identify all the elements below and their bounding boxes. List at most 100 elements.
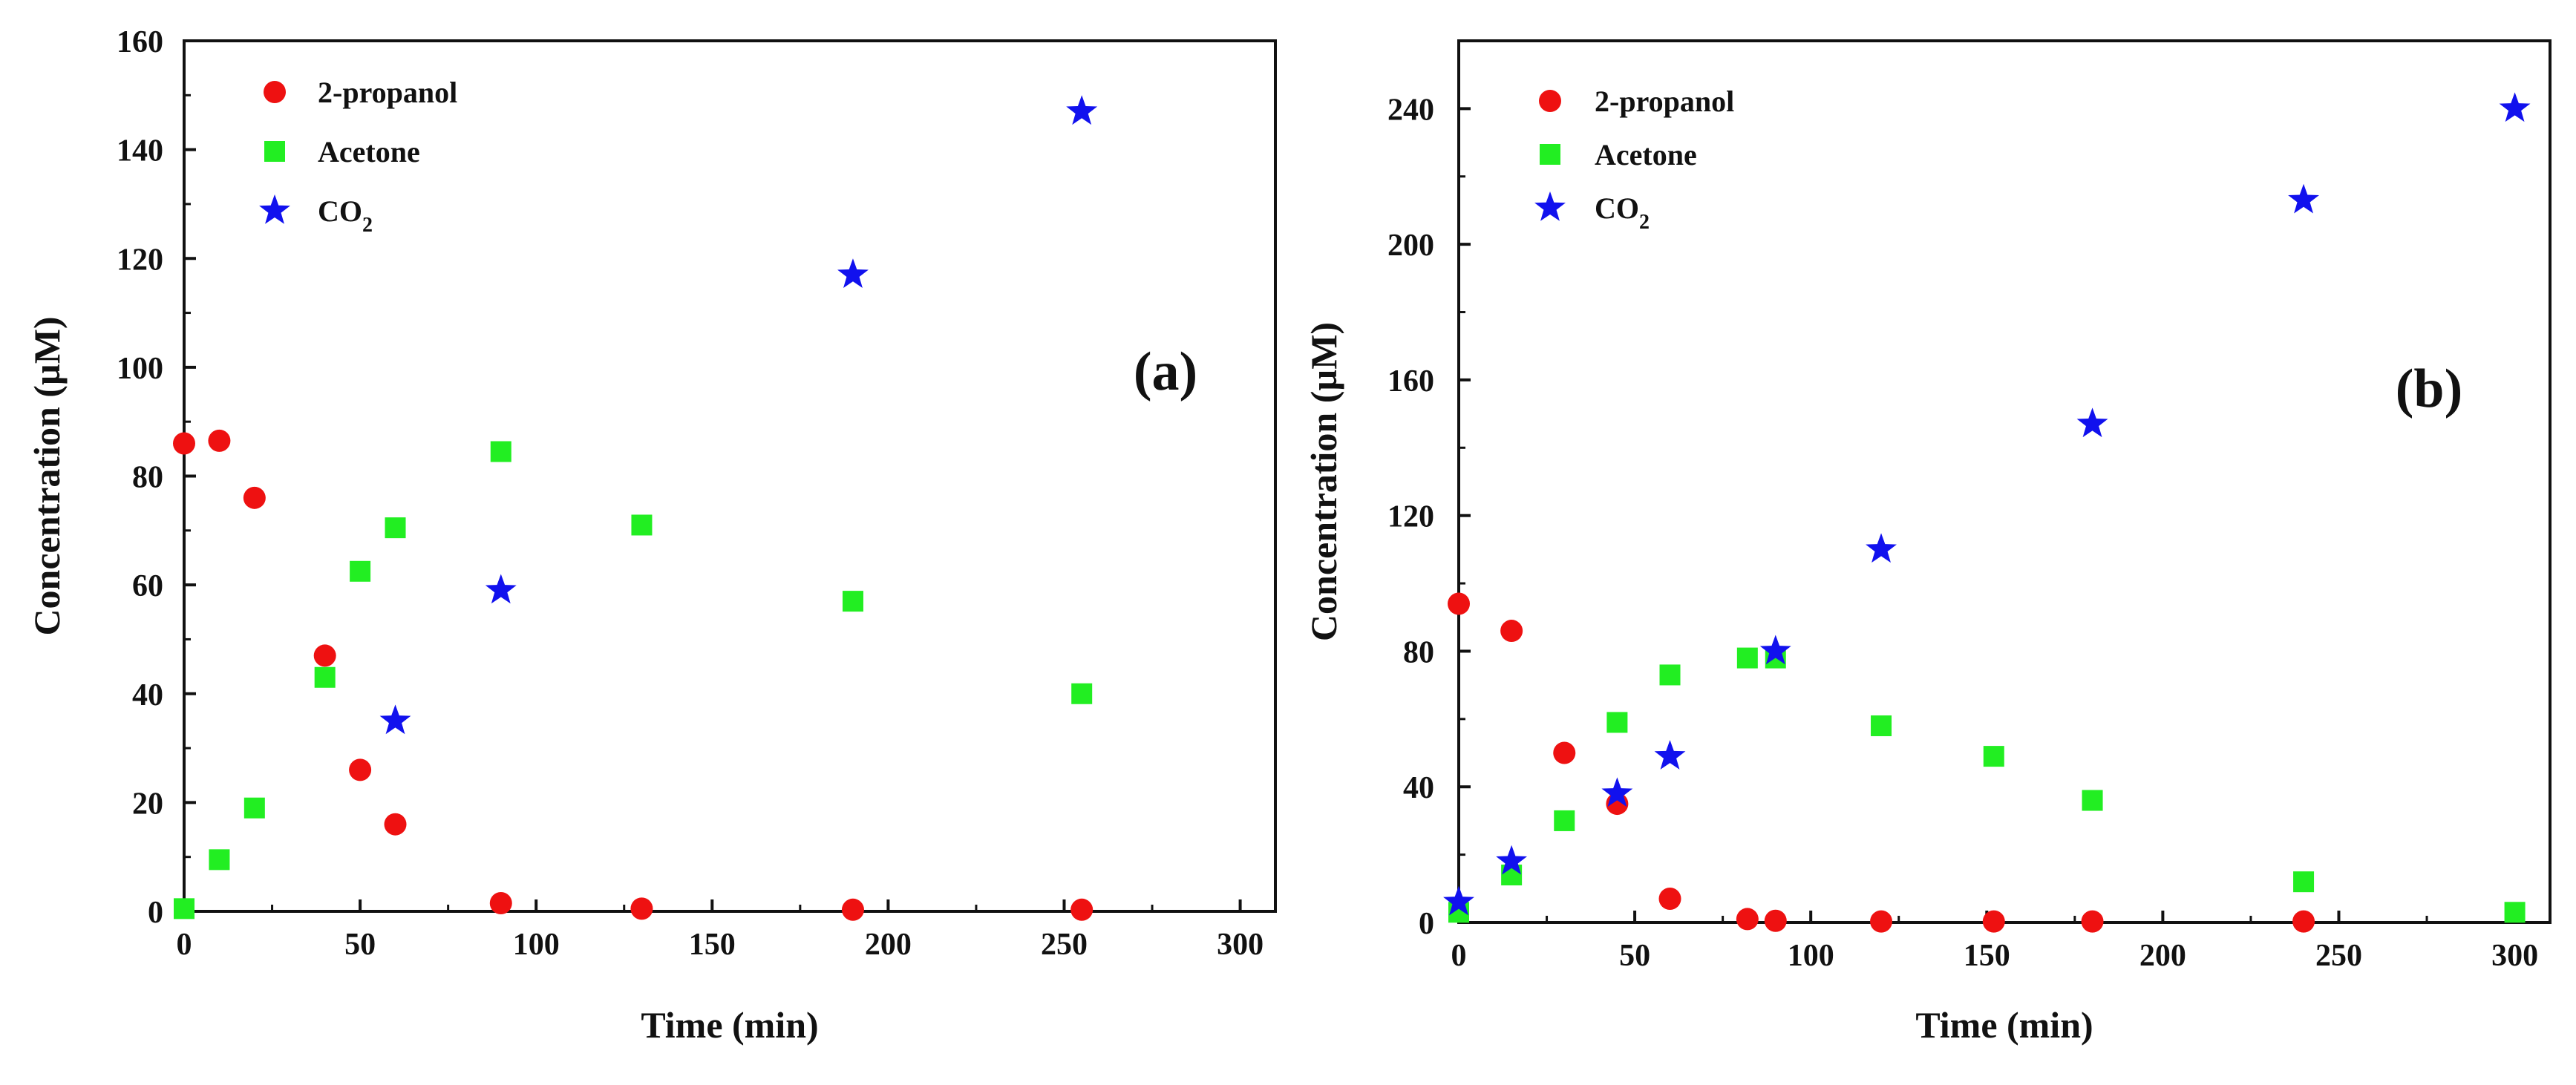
x-tick-label: 50 xyxy=(344,928,376,962)
legend-marker-co2 xyxy=(1534,191,1566,221)
data-point-acetone xyxy=(1983,746,2004,767)
data-point-propanol xyxy=(349,758,372,781)
data-point-propanol xyxy=(630,897,653,920)
data-point-acetone xyxy=(1871,715,1892,736)
data-point-acetone xyxy=(209,849,230,871)
data-point-propanol xyxy=(1553,741,1576,764)
data-point-acetone xyxy=(1736,647,1758,669)
legend-label-subscript: 2 xyxy=(362,214,373,237)
y-tick-label: 20 xyxy=(132,787,163,821)
data-point-co2 xyxy=(2076,407,2108,438)
x-tick-label: 50 xyxy=(1619,939,1650,973)
data-point-co2 xyxy=(2499,92,2531,122)
y-tick-label: 140 xyxy=(117,134,163,168)
data-point-propanol xyxy=(1764,909,1787,932)
x-tick-label: 0 xyxy=(1451,939,1467,973)
data-point-propanol xyxy=(1736,908,1759,931)
y-tick-label: 60 xyxy=(132,569,163,603)
legend-label-subscript: 2 xyxy=(1639,211,1650,234)
series-acetone xyxy=(1448,647,2526,923)
y-tick-label: 240 xyxy=(1387,93,1434,127)
data-point-propanol xyxy=(1500,620,1523,643)
data-point-co2 xyxy=(2288,183,2319,214)
y-axis-title: Concentration (µM) xyxy=(26,316,68,635)
legend-marker-co2 xyxy=(259,194,290,224)
y-tick-label: 120 xyxy=(1387,500,1434,534)
data-point-acetone xyxy=(243,797,265,819)
data-point-propanol xyxy=(1448,592,1470,615)
data-point-propanol xyxy=(2292,910,2315,933)
legend-label-acetone: Acetone xyxy=(318,135,420,168)
x-tick-label: 100 xyxy=(513,928,560,962)
data-point-acetone xyxy=(1606,712,1628,733)
series-propanol xyxy=(173,429,1094,921)
series-propanol xyxy=(1448,592,2315,933)
chart-panel-b: 0 50 100 150 200 250 300 0 40 80 120 160 200 240 Time … xyxy=(1303,39,2552,1046)
x-tick-label: 150 xyxy=(1964,939,2010,973)
data-point-co2 xyxy=(837,258,869,289)
data-point-acetone xyxy=(350,560,371,582)
plot-frame xyxy=(183,39,1277,913)
data-point-co2 xyxy=(1601,777,1633,807)
x-tick-label: 300 xyxy=(2491,939,2538,973)
data-point-acetone xyxy=(490,441,511,462)
x-tick-label: 150 xyxy=(689,928,736,962)
data-point-co2 xyxy=(379,704,411,735)
y-tick-label: 40 xyxy=(1403,771,1434,805)
legend-marker-acetone xyxy=(264,141,285,162)
y-tick-label: 100 xyxy=(117,352,163,386)
data-point-propanol xyxy=(2081,910,2104,933)
data-point-acetone xyxy=(2293,871,2315,893)
data-point-propanol xyxy=(489,892,512,915)
x-axis-title: Time (min) xyxy=(1915,1004,2093,1046)
y-tick-label: 80 xyxy=(132,461,163,495)
x-tick-label: 0 xyxy=(177,928,192,962)
data-point-co2 xyxy=(1066,95,1098,125)
series-acetone xyxy=(174,441,1093,920)
data-point-propanol xyxy=(313,644,336,667)
x-tick-label: 300 xyxy=(1217,928,1264,962)
legend-label-acetone: Acetone xyxy=(1595,138,1697,171)
data-point-acetone xyxy=(314,666,336,688)
x-tick-label: 200 xyxy=(865,928,912,962)
legend-marker-propanol xyxy=(1539,90,1561,112)
data-point-propanol xyxy=(173,432,195,455)
legend-marker-propanol xyxy=(264,81,286,103)
data-point-acetone xyxy=(842,591,863,612)
x-tick-label: 250 xyxy=(1041,928,1088,962)
data-point-co2 xyxy=(1759,635,1791,665)
panel-label: (b) xyxy=(2396,358,2462,419)
series-co2 xyxy=(379,95,1098,735)
data-point-co2 xyxy=(485,574,517,604)
y-tick-label: 0 xyxy=(148,896,163,930)
y-tick-label: 0 xyxy=(1419,907,1434,941)
data-point-acetone xyxy=(2082,790,2103,811)
data-point-propanol xyxy=(208,429,231,452)
y-tick-label: 160 xyxy=(1387,364,1434,399)
y-tick-label: 80 xyxy=(1403,635,1434,669)
data-point-acetone xyxy=(1659,664,1681,686)
data-point-propanol xyxy=(841,898,864,921)
data-point-propanol xyxy=(1070,898,1094,921)
series-co2 xyxy=(1443,92,2531,916)
y-axis-title: Concentration (µM) xyxy=(1303,322,1344,641)
data-point-co2 xyxy=(1866,533,1897,563)
legend-label-co2: CO2 xyxy=(1595,191,1650,234)
data-point-acetone xyxy=(2504,902,2526,923)
data-point-propanol xyxy=(1870,910,1893,933)
legend-label-propanol: 2-propanol xyxy=(1595,85,1734,118)
y-tick-label: 160 xyxy=(117,25,163,59)
legend-label-propanol: 2-propanol xyxy=(318,76,457,109)
panel-label: (a) xyxy=(1134,341,1197,402)
x-tick-label: 100 xyxy=(1788,939,1834,973)
data-point-propanol xyxy=(1982,910,2005,933)
data-point-co2 xyxy=(1496,845,1528,875)
legend-marker-acetone xyxy=(1540,144,1560,165)
data-point-propanol xyxy=(1658,888,1681,911)
y-tick-label: 40 xyxy=(132,678,163,712)
legend-label-co2: CO2 xyxy=(318,194,373,237)
data-point-acetone xyxy=(1071,683,1093,704)
data-point-co2 xyxy=(1443,885,1474,916)
data-point-acetone xyxy=(631,514,653,536)
